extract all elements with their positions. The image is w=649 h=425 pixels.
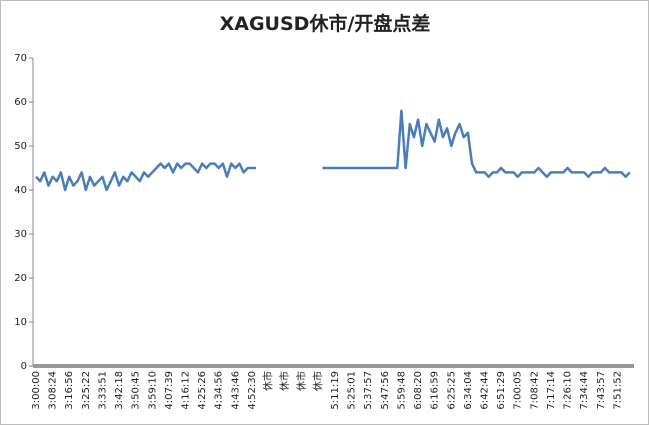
x-tick-label: 7:43:57 — [596, 371, 607, 410]
x-tick-label: 5:11:19 — [330, 371, 341, 410]
x-tick-label: 休市 — [311, 371, 324, 391]
x-tick-label: 7:00:05 — [513, 371, 524, 410]
x-tick-label: 6:16:59 — [430, 371, 441, 410]
y-tick-label: 40 — [14, 185, 27, 196]
x-tick-label: 5:25:01 — [347, 371, 358, 410]
x-tick-label: 3:00:00 — [31, 371, 42, 410]
x-tick-label: 5:59:48 — [396, 371, 407, 410]
x-tick-label: 3:08:24 — [48, 371, 59, 410]
x-tick-label: 5:47:56 — [380, 371, 391, 410]
x-tick-label: 休市 — [295, 371, 308, 391]
x-tick-label: 7:17:14 — [546, 371, 557, 410]
x-tick-label: 7:34:44 — [579, 371, 590, 410]
x-tick-label: 3:50:45 — [131, 371, 142, 410]
x-tick-label: 7:08:42 — [529, 371, 540, 410]
x-tick-label: 3:59:10 — [147, 371, 158, 410]
x-tick-label: 6:34:04 — [463, 371, 474, 410]
y-tick-label: 30 — [14, 229, 27, 240]
y-tick-label: 20 — [14, 273, 27, 284]
x-tick-label: 6:42:44 — [480, 371, 491, 410]
line-series — [35, 109, 631, 192]
x-tick-label: 6:08:20 — [413, 371, 424, 410]
x-tick-label: 3:42:18 — [114, 371, 125, 410]
x-tick-label: 3:25:22 — [81, 371, 92, 410]
x-tick-label: 3:16:56 — [64, 371, 75, 410]
x-tick-label: 6:25:25 — [446, 371, 457, 410]
y-tick-label: 10 — [14, 317, 27, 328]
y-tick-label: 70 — [14, 53, 27, 64]
x-tick-label: 4:52:30 — [247, 371, 258, 410]
x-tick-label: 6:51:29 — [496, 371, 507, 410]
x-tick-label: 休市 — [278, 371, 291, 391]
y-tick-label: 0 — [21, 361, 27, 372]
x-tick-label: 7:26:10 — [563, 371, 574, 410]
x-tick-label: 5:37:57 — [363, 371, 374, 410]
x-tick-label: 4:07:39 — [164, 371, 175, 410]
x-tick-label: 休市 — [262, 371, 275, 391]
x-tick-label: 4:16:12 — [181, 371, 192, 410]
x-tick-label: 3:33:51 — [97, 371, 108, 410]
y-tick-label: 50 — [14, 141, 27, 152]
x-tick-label: 7:51:52 — [612, 371, 623, 410]
x-tick-label: 4:34:56 — [214, 371, 225, 410]
x-tick-label: 4:43:46 — [230, 371, 241, 410]
y-tick-label: 60 — [14, 97, 27, 108]
x-axis — [33, 364, 634, 368]
chart-title: XAGUSD休市/开盘点差 — [220, 12, 431, 35]
x-tick-label: 4:25:26 — [197, 371, 208, 410]
